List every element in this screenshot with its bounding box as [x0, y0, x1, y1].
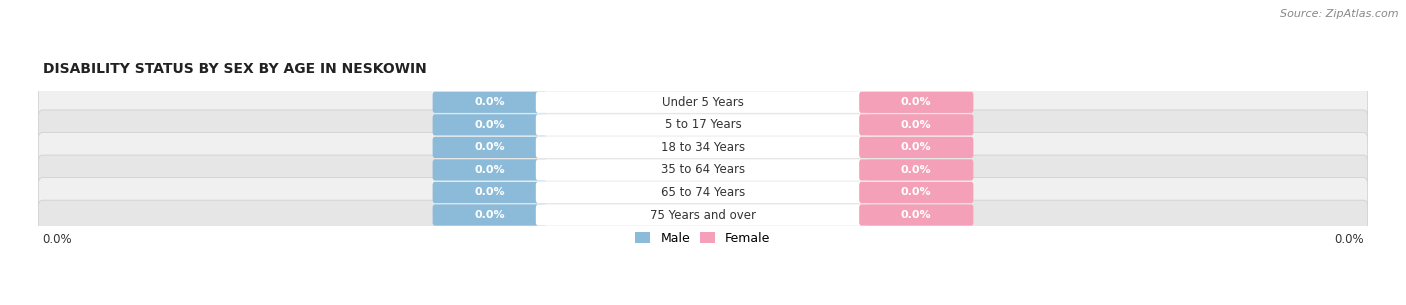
FancyBboxPatch shape: [859, 92, 973, 113]
FancyBboxPatch shape: [433, 182, 547, 203]
FancyBboxPatch shape: [536, 159, 870, 181]
FancyBboxPatch shape: [38, 155, 1368, 185]
Text: 0.0%: 0.0%: [901, 97, 932, 107]
FancyBboxPatch shape: [38, 200, 1368, 230]
Text: 0.0%: 0.0%: [474, 120, 505, 130]
FancyBboxPatch shape: [433, 137, 547, 158]
Text: 0.0%: 0.0%: [474, 142, 505, 152]
Text: Source: ZipAtlas.com: Source: ZipAtlas.com: [1281, 9, 1399, 19]
Text: 65 to 74 Years: 65 to 74 Years: [661, 186, 745, 199]
FancyBboxPatch shape: [536, 92, 870, 113]
Text: Under 5 Years: Under 5 Years: [662, 96, 744, 109]
Text: 5 to 17 Years: 5 to 17 Years: [665, 118, 741, 131]
Text: 0.0%: 0.0%: [901, 165, 932, 175]
Text: 35 to 64 Years: 35 to 64 Years: [661, 163, 745, 176]
FancyBboxPatch shape: [38, 178, 1368, 207]
Text: 0.0%: 0.0%: [901, 142, 932, 152]
FancyBboxPatch shape: [433, 204, 547, 226]
FancyBboxPatch shape: [859, 182, 973, 203]
FancyBboxPatch shape: [859, 204, 973, 226]
Text: 0.0%: 0.0%: [901, 188, 932, 197]
FancyBboxPatch shape: [859, 114, 973, 135]
Text: 0.0%: 0.0%: [474, 210, 505, 220]
FancyBboxPatch shape: [859, 137, 973, 158]
Text: 0.0%: 0.0%: [474, 97, 505, 107]
Text: 18 to 34 Years: 18 to 34 Years: [661, 141, 745, 154]
Text: 0.0%: 0.0%: [901, 210, 932, 220]
FancyBboxPatch shape: [433, 114, 547, 135]
FancyBboxPatch shape: [536, 114, 870, 135]
FancyBboxPatch shape: [38, 88, 1368, 117]
FancyBboxPatch shape: [536, 137, 870, 158]
Text: 75 Years and over: 75 Years and over: [650, 209, 756, 221]
Text: 0.0%: 0.0%: [901, 120, 932, 130]
FancyBboxPatch shape: [536, 204, 870, 226]
Text: 0.0%: 0.0%: [474, 188, 505, 197]
Text: 0.0%: 0.0%: [474, 165, 505, 175]
FancyBboxPatch shape: [433, 159, 547, 181]
FancyBboxPatch shape: [38, 132, 1368, 162]
Legend: Male, Female: Male, Female: [630, 227, 776, 250]
Text: 0.0%: 0.0%: [1334, 233, 1364, 246]
FancyBboxPatch shape: [433, 92, 547, 113]
FancyBboxPatch shape: [38, 110, 1368, 140]
Text: 0.0%: 0.0%: [42, 233, 72, 246]
FancyBboxPatch shape: [859, 159, 973, 181]
FancyBboxPatch shape: [536, 182, 870, 203]
Text: DISABILITY STATUS BY SEX BY AGE IN NESKOWIN: DISABILITY STATUS BY SEX BY AGE IN NESKO…: [42, 63, 426, 76]
